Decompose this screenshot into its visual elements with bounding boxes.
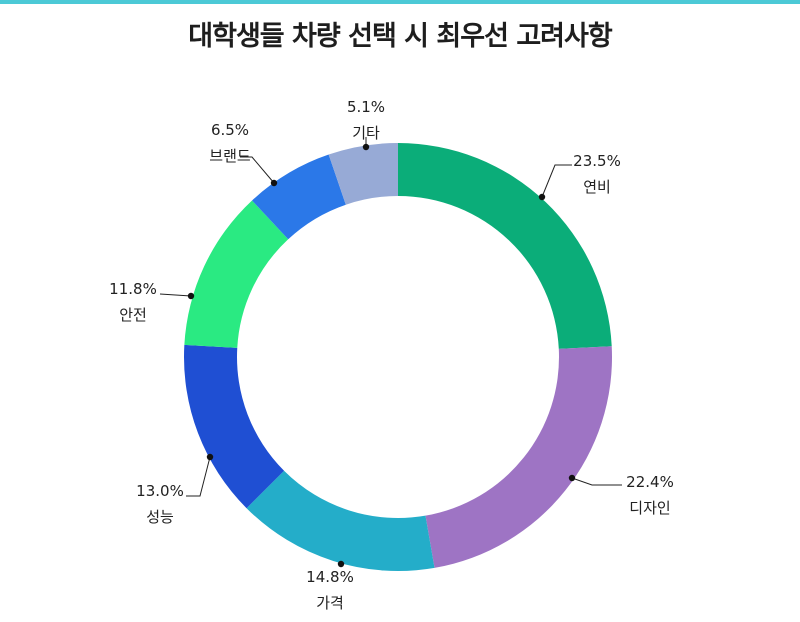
category-label-안전: 안전 [119,306,147,324]
leader-line-연비 [541,164,572,198]
value-label-기타: 5.1% [347,98,385,116]
category-label-가격: 가격 [316,594,344,612]
leader-line-디자인 [571,477,622,486]
slice-안전 [184,200,289,348]
category-label-성능: 성능 [146,508,174,526]
category-label-기타: 기타 [352,124,380,142]
leader-dot-브랜드 [270,179,278,187]
leader-dot-가격 [337,560,345,568]
slice-성능 [184,344,285,509]
slice-가격 [246,470,435,571]
leader-dot-기타 [362,143,370,151]
leader-dot-연비 [538,193,546,201]
leader-line-브랜드 [240,156,275,184]
slice-디자인 [425,346,612,568]
category-label-디자인: 디자인 [629,499,670,517]
slice-브랜드 [252,154,346,240]
leader-dot-성능 [206,453,214,461]
slice-연비 [398,143,612,349]
category-label-브랜드: 브랜드 [209,147,251,165]
leader-dot-디자인 [568,474,576,482]
top-accent-bar [0,0,800,4]
value-label-연비: 23.5% [573,152,621,170]
slice-기타 [328,143,398,205]
chart-title: 대학생들 차량 선택 시 최우선 고려사항 [188,21,612,52]
leader-line-성능 [186,456,211,497]
category-label-연비: 연비 [583,178,611,196]
value-label-성능: 13.0% [136,482,184,500]
value-label-디자인: 22.4% [626,473,674,491]
leader-dot-안전 [187,292,195,300]
value-label-가격: 14.8% [306,568,354,586]
leader-line-안전 [159,293,192,297]
value-label-안전: 11.8% [109,280,157,298]
value-label-브랜드: 6.5% [211,121,249,139]
